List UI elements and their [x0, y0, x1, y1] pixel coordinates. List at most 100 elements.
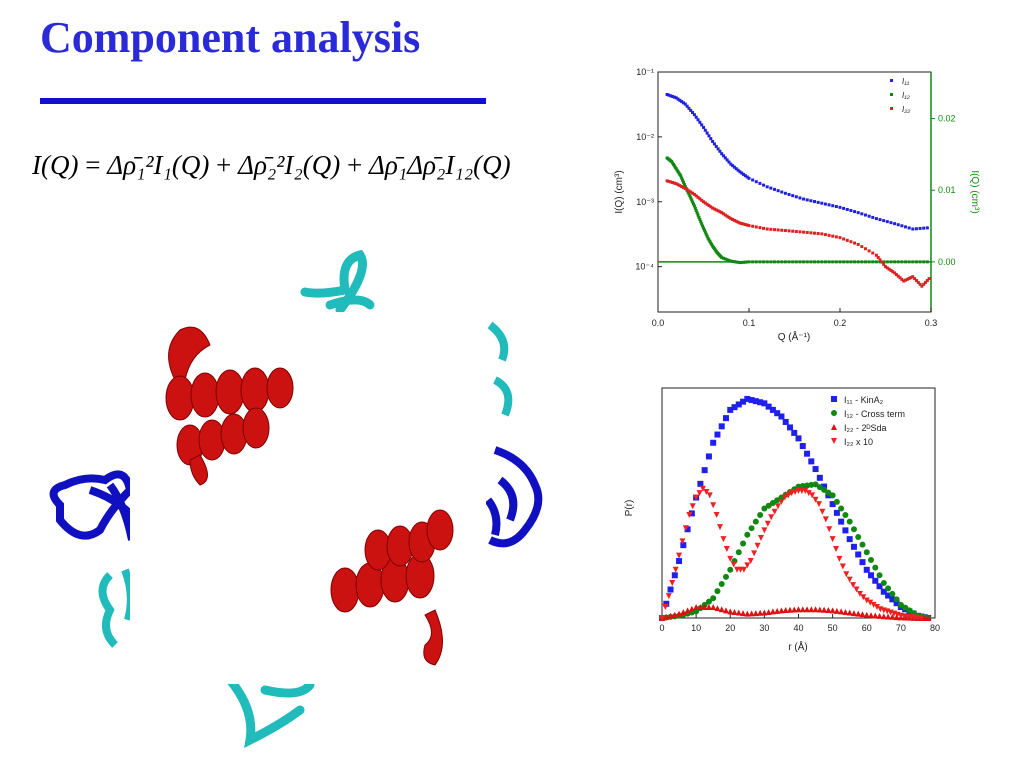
- data-point: [751, 224, 755, 228]
- data-point: [842, 237, 846, 241]
- equation-plus-1: +: [216, 150, 232, 180]
- data-point: [743, 174, 747, 178]
- data-point: [816, 474, 823, 481]
- data-point: [703, 201, 707, 205]
- data-point: [718, 606, 725, 613]
- data-point: [734, 260, 738, 264]
- data-point: [720, 256, 724, 260]
- data-point: [867, 260, 871, 264]
- data-point: [764, 520, 771, 527]
- data-point: [774, 410, 781, 417]
- data-point: [738, 170, 742, 174]
- data-point: [782, 607, 789, 614]
- data-point: [705, 604, 712, 611]
- data-point: [781, 494, 788, 501]
- series-points: [665, 93, 931, 288]
- data-point: [672, 95, 676, 99]
- equation-equals: =: [85, 150, 101, 180]
- legend-label: I₂₂: [902, 105, 910, 114]
- data-point: [855, 610, 862, 617]
- data-point: [669, 180, 673, 184]
- data-point: [904, 225, 908, 229]
- data-point: [846, 518, 853, 525]
- data-point: [705, 131, 709, 135]
- data-point: [686, 512, 693, 519]
- data-point: [831, 234, 835, 238]
- data-point: [819, 508, 826, 515]
- data-point: [744, 562, 751, 569]
- data-point: [856, 260, 860, 264]
- data-point: [671, 181, 675, 185]
- data-point: [722, 256, 726, 260]
- data-point: [907, 260, 911, 264]
- data-point: [762, 226, 766, 230]
- data-point: [732, 218, 736, 222]
- data-point: [812, 606, 819, 613]
- x-tick-label: 0.2: [834, 318, 847, 328]
- data-point: [761, 505, 768, 512]
- data-point: [758, 181, 762, 185]
- data-point: [821, 483, 828, 490]
- data-point: [798, 230, 802, 234]
- data-point: [674, 182, 678, 186]
- data-point: [834, 235, 838, 239]
- data-point: [700, 123, 704, 127]
- data-point: [723, 156, 727, 160]
- data-point: [720, 536, 727, 543]
- data-point: [717, 524, 724, 531]
- data-point: [829, 536, 836, 543]
- data-point: [878, 218, 882, 222]
- y-tick-label: 10⁻⁴: [635, 262, 654, 272]
- data-point: [776, 228, 780, 232]
- data-point: [813, 231, 817, 235]
- data-point: [809, 199, 813, 203]
- data-point: [701, 604, 708, 611]
- data-point: [738, 261, 742, 265]
- data-point: [794, 195, 798, 199]
- data-point: [776, 260, 780, 264]
- data-point: [843, 571, 850, 578]
- data-point: [836, 555, 843, 562]
- x-tick-label: 0.1: [743, 318, 756, 328]
- data-point: [716, 147, 720, 151]
- data-point: [860, 594, 867, 601]
- x-tick-label: 80: [930, 623, 940, 633]
- data-point: [838, 518, 845, 525]
- data-point: [791, 429, 798, 436]
- data-point: [693, 206, 697, 210]
- data-point: [805, 198, 809, 202]
- x-tick-label: 10: [691, 623, 701, 633]
- data-point: [703, 230, 707, 234]
- data-point: [918, 282, 922, 286]
- cyan-sheet-bottom: [225, 675, 315, 748]
- y2-tick-labels: 0.00 0.01 0.02: [931, 114, 956, 267]
- data-point: [707, 204, 711, 208]
- data-point: [682, 182, 686, 186]
- data-point: [772, 260, 776, 264]
- data-point: [731, 404, 738, 411]
- data-point: [880, 613, 887, 620]
- data-point: [792, 489, 799, 496]
- x-axis-label: r (Å): [788, 640, 807, 653]
- data-point: [839, 563, 846, 570]
- data-point: [863, 549, 870, 556]
- data-point: [805, 231, 809, 235]
- data-point: [887, 267, 891, 271]
- data-point: [873, 604, 880, 611]
- data-point: [681, 186, 685, 190]
- data-point: [738, 221, 742, 225]
- data-point: [703, 128, 707, 132]
- y-tick-label: 10⁻¹: [636, 67, 654, 77]
- data-point: [775, 503, 782, 510]
- data-point: [831, 204, 835, 208]
- data-point: [683, 102, 687, 106]
- data-point: [829, 492, 836, 499]
- data-point: [765, 403, 772, 410]
- data-point: [816, 260, 820, 264]
- data-point: [850, 582, 857, 589]
- red-helix-bottom: [330, 509, 454, 666]
- x-tick-labels: 0.0 0.1 0.2 0.3: [652, 308, 937, 328]
- data-point: [744, 531, 751, 538]
- data-point: [893, 596, 900, 603]
- data-point: [876, 612, 883, 619]
